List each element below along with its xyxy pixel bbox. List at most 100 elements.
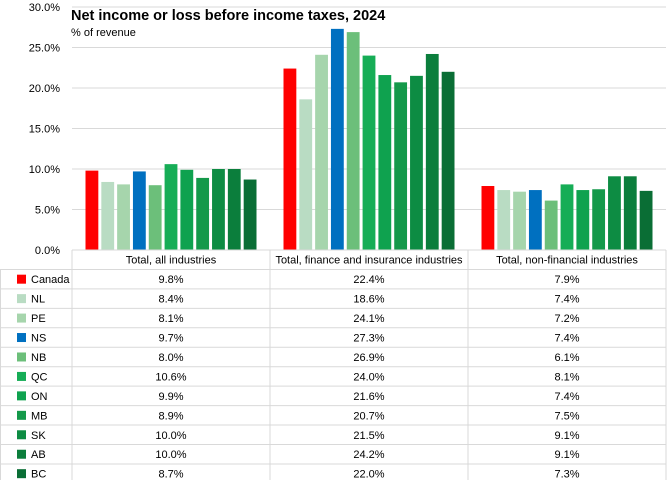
bar-qc-3 [560, 184, 574, 250]
data-label: 20.7% [353, 410, 384, 422]
data-label: 7.9% [554, 274, 579, 286]
y-tick-label: 30.0% [29, 2, 60, 14]
data-label: 7.3% [554, 469, 579, 480]
data-label: 7.5% [554, 410, 579, 422]
bar-bc-1 [243, 179, 257, 250]
data-label: 10.0% [155, 449, 186, 461]
bar-qc-2 [362, 55, 376, 250]
bar-ab-3 [623, 176, 637, 250]
legend-key-nb [17, 352, 26, 362]
data-label: 24.1% [353, 313, 384, 325]
data-label: 9.1% [554, 430, 579, 442]
bar-mb-1 [196, 177, 210, 250]
bar-nl-2 [299, 99, 313, 250]
bar-canada-3 [481, 186, 495, 250]
data-label: 22.0% [353, 469, 384, 480]
legend-label: BC [31, 469, 46, 480]
data-label: 24.2% [353, 449, 384, 461]
bar-on-2 [378, 75, 392, 250]
data-label: 8.0% [158, 352, 183, 364]
data-label: 8.4% [158, 294, 183, 306]
data-label: 27.3% [353, 333, 384, 345]
bar-ns-2 [330, 28, 344, 251]
category-label: Total, non-financial industries [496, 255, 638, 267]
data-label: 7.4% [554, 333, 579, 345]
bar-bc-2 [441, 71, 455, 250]
bar-ns-1 [132, 171, 146, 250]
bar-bc-3 [639, 190, 653, 250]
legend-key-mb [17, 410, 26, 420]
bar-nl-3 [497, 190, 511, 250]
y-axis-ticks: 0.0% 5.0% 10.0% 15.0% 20.0% 25.0% 30.0% [29, 2, 60, 257]
bar-on-1 [180, 169, 194, 250]
bar-sk-3 [608, 176, 621, 250]
legend-label: NL [31, 294, 45, 306]
legend-label: SK [31, 430, 46, 442]
legend-label: MB [31, 410, 48, 422]
legend-label: Canada [31, 274, 70, 286]
legend-key-pe [17, 313, 26, 323]
bar-pe-2 [315, 54, 328, 250]
data-label: 8.7% [158, 469, 183, 480]
bar-nb-3 [544, 200, 558, 250]
bar-qc-1 [164, 164, 178, 250]
legend-label: ON [31, 391, 48, 403]
legend-key-canada [17, 274, 26, 284]
data-label: 8.1% [158, 313, 183, 325]
legend-key-qc [17, 371, 26, 381]
legend-label: AB [31, 449, 46, 461]
category-label: Total, all industries [126, 255, 217, 267]
data-label: 8.1% [554, 371, 579, 383]
category-label: Total, finance and insurance industries [275, 255, 463, 267]
data-label: 21.6% [353, 391, 384, 403]
chart-title: Net income or loss before income taxes, … [71, 8, 385, 24]
legend-label: QC [31, 371, 48, 383]
bar-pe-3 [513, 191, 526, 250]
bar-mb-2 [394, 82, 408, 250]
data-label: 7.4% [554, 294, 579, 306]
data-label: 7.2% [554, 313, 579, 325]
data-label: 26.9% [353, 352, 384, 364]
data-label: 9.7% [158, 333, 183, 345]
bar-pe-1 [117, 184, 130, 250]
legend-key-ab [17, 449, 26, 459]
data-label: 6.1% [554, 352, 579, 364]
y-tick-label: 25.0% [29, 43, 60, 55]
bar-ab-2 [425, 53, 439, 251]
bars [85, 28, 653, 251]
y-tick-label: 15.0% [29, 124, 60, 136]
legend-label: NS [31, 333, 46, 345]
bar-canada-1 [85, 170, 99, 250]
bar-mb-3 [592, 189, 606, 250]
bar-on-3 [576, 190, 590, 250]
data-label: 18.6% [353, 294, 384, 306]
bar-sk-1 [212, 169, 225, 250]
legend-label: PE [31, 313, 46, 325]
legend-key-bc [17, 469, 26, 479]
y-tick-label: 10.0% [29, 164, 60, 176]
data-label: 8.9% [158, 410, 183, 422]
legend-key-on [17, 391, 26, 401]
data-label: 7.4% [554, 391, 579, 403]
bar-canada-2 [283, 68, 297, 250]
chart-subtitle: % of revenue [71, 27, 136, 39]
legend-label: NB [31, 352, 46, 364]
data-label: 24.0% [353, 371, 384, 383]
data-table: Total, all industries Total, finance and … [0, 249, 667, 480]
data-label: 21.5% [353, 430, 384, 442]
bar-ns-3 [528, 190, 542, 250]
bar-nb-1 [148, 185, 162, 250]
data-label: 10.6% [155, 371, 186, 383]
legend-key-nl [17, 294, 26, 304]
data-label: 10.0% [155, 430, 186, 442]
legend-key-ns [17, 333, 26, 343]
data-label: 9.8% [158, 274, 183, 286]
data-label: 9.9% [158, 391, 183, 403]
y-tick-label: 20.0% [29, 83, 60, 95]
y-tick-label: 0.0% [35, 245, 60, 257]
bar-nb-2 [346, 32, 360, 250]
y-tick-label: 5.0% [35, 205, 60, 217]
data-label: 22.4% [353, 274, 384, 286]
bar-sk-2 [410, 75, 423, 250]
